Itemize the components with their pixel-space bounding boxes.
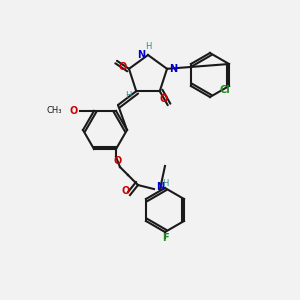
Text: H: H bbox=[145, 42, 151, 51]
Text: O: O bbox=[70, 106, 78, 116]
Text: N: N bbox=[169, 64, 177, 74]
Text: N: N bbox=[137, 50, 145, 60]
Text: O: O bbox=[119, 62, 127, 72]
Text: H: H bbox=[125, 91, 131, 100]
Text: O: O bbox=[122, 186, 130, 196]
Text: CH₃: CH₃ bbox=[46, 106, 62, 116]
Text: Cl: Cl bbox=[220, 85, 230, 95]
Text: O: O bbox=[114, 156, 122, 166]
Text: O: O bbox=[160, 94, 168, 104]
Text: H: H bbox=[162, 178, 168, 188]
Text: N: N bbox=[156, 182, 164, 192]
Text: F: F bbox=[162, 233, 168, 243]
